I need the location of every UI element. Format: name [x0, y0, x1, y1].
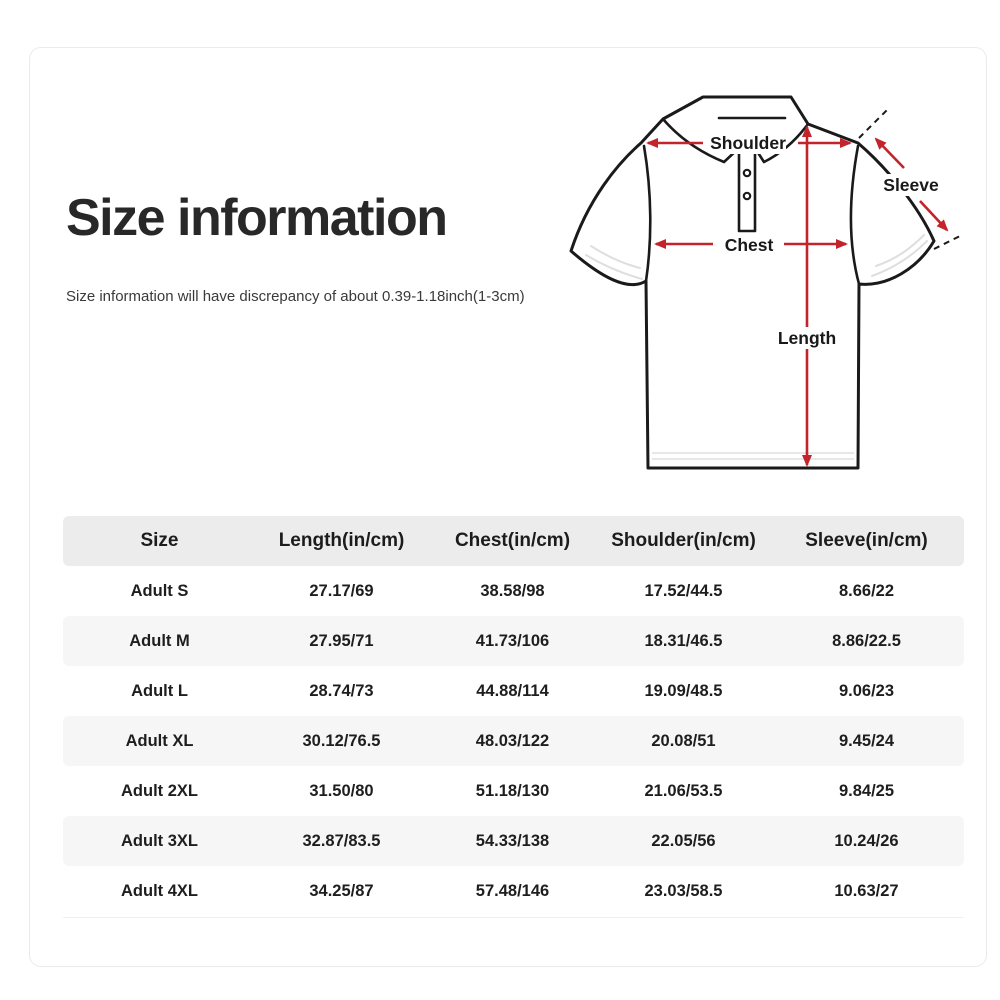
column-header: Length(in/cm)	[278, 530, 405, 551]
measurement-value-cell: 20.08/51	[651, 731, 716, 750]
size-table-row: Adult 3XL 32.87/83.5 54.33/138 22.05/56 10.2…	[63, 816, 964, 866]
size-table-row: Adult 4XL 34.25/87 57.48/146 23.03/58.5 10.6…	[63, 866, 964, 916]
measurement-value-cell: 34.25/87	[309, 881, 374, 900]
shirt-measurement-diagram: Shoulder Chest Length Sleeve	[569, 95, 963, 470]
fold-line	[875, 234, 925, 267]
placket	[737, 146, 757, 233]
measurement-value-cell: 41.73/106	[475, 631, 550, 650]
measurement-value-cell: 18.31/46.5	[644, 631, 723, 650]
size-name-cell: Adult 3XL	[121, 831, 198, 850]
measurement-value-cell: 54.33/138	[475, 831, 550, 850]
shoulder-label: Shoulder	[710, 133, 786, 153]
fold-line	[590, 245, 641, 269]
size-name-cell: Adult XL	[125, 731, 194, 750]
measurement-value-cell: 38.58/98	[480, 581, 545, 600]
size-name-cell: Adult 2XL	[121, 781, 198, 800]
length-label: Length	[778, 328, 836, 348]
column-header: Sleeve(in/cm)	[805, 530, 928, 551]
measurement-value-cell: 22.05/56	[651, 831, 716, 850]
measurement-value-cell: 9.06/23	[838, 681, 895, 700]
left-armhole-seam	[642, 144, 652, 283]
size-table-body: Adult S 27.17/69 38.58/98 17.52/44.5 8.66/22…	[63, 566, 964, 916]
size-name-cell: Adult L	[131, 681, 188, 700]
right-armhole-seam	[849, 144, 861, 286]
size-table: Size Length(in/cm) Chest(in/cm) Shoulder(in…	[63, 516, 964, 918]
shoulder-label-bg	[710, 132, 786, 154]
measurement-value-cell: 9.45/24	[838, 731, 895, 750]
measurement-value-cell: 8.86/22.5	[832, 631, 901, 650]
measurement-value-cell: 21.06/53.5	[644, 781, 723, 800]
sleeve-arrow-down	[919, 200, 949, 232]
page-subtitle: Size information will have discrepancy o…	[66, 288, 525, 305]
measurement-value-cell: 9.84/25	[838, 781, 895, 800]
sleeve-arrow-up	[874, 137, 905, 169]
sleeve-label-bg	[883, 174, 939, 196]
measurement-value-cell: 31.50/80	[309, 781, 374, 800]
size-name-cell: Adult 4XL	[121, 881, 198, 900]
measurement-value-cell: 19.09/48.5	[644, 681, 723, 700]
fold-line	[585, 254, 643, 280]
sleeve-label: Sleeve	[883, 175, 939, 195]
size-table-row: Adult L 28.74/73 44.88/114 19.09/48.5 9.06/2…	[63, 666, 964, 716]
size-info-card: Size information Size information will h…	[29, 47, 987, 967]
length-label-bg	[776, 327, 838, 349]
size-table-row: Adult XL 30.12/76.5 48.03/122 20.08/51 9.45/…	[63, 716, 964, 766]
size-name-cell: Adult M	[129, 631, 190, 650]
measurement-value-cell: 32.87/83.5	[302, 831, 381, 850]
column-header: Shoulder(in/cm)	[611, 530, 756, 551]
size-table-row: Adult S 27.17/69 38.58/98 17.52/44.5 8.66/22	[63, 566, 964, 616]
measurement-value-cell: 10.24/26	[834, 831, 899, 850]
measurement-value-cell: 23.03/58.5	[644, 881, 723, 900]
measurement-value-cell: 48.03/122	[475, 731, 550, 750]
measurement-value-cell: 27.95/71	[309, 631, 374, 650]
measurement-value-cell: 17.52/44.5	[644, 581, 723, 600]
measurement-value-cell: 28.74/73	[309, 681, 374, 700]
measurement-value-cell: 51.18/130	[475, 781, 550, 800]
sleeve-tick-top	[858, 106, 891, 139]
size-name-cell: Adult S	[130, 581, 189, 600]
button-icon	[742, 191, 752, 201]
chest-label-bg	[722, 234, 776, 256]
size-table-row: Adult 2XL 31.50/80 51.18/130 21.06/53.5 9.84…	[63, 766, 964, 816]
size-table-header-row: Size Length(in/cm) Chest(in/cm) Shoulder(in…	[63, 516, 964, 566]
measurement-value-cell: 27.17/69	[309, 581, 374, 600]
column-header: Chest(in/cm)	[454, 530, 571, 551]
fold-line	[871, 240, 928, 277]
measurement-value-cell: 30.12/76.5	[302, 731, 381, 750]
button-icon	[742, 168, 752, 178]
measurement-value-cell: 57.48/146	[475, 881, 550, 900]
measurement-value-cell: 8.66/22	[838, 581, 895, 600]
measurement-value-cell: 44.88/114	[476, 681, 549, 700]
column-header: Size	[140, 530, 179, 551]
sleeve-tick-bottom	[933, 234, 963, 250]
measurement-value-cell: 10.63/27	[834, 881, 899, 900]
collar-left-flap	[661, 117, 741, 164]
page-title: Size information	[66, 189, 448, 247]
size-table-row: Adult M 27.95/71 41.73/106 18.31/46.5 8.86/2…	[63, 616, 964, 666]
chest-label: Chest	[725, 235, 774, 255]
